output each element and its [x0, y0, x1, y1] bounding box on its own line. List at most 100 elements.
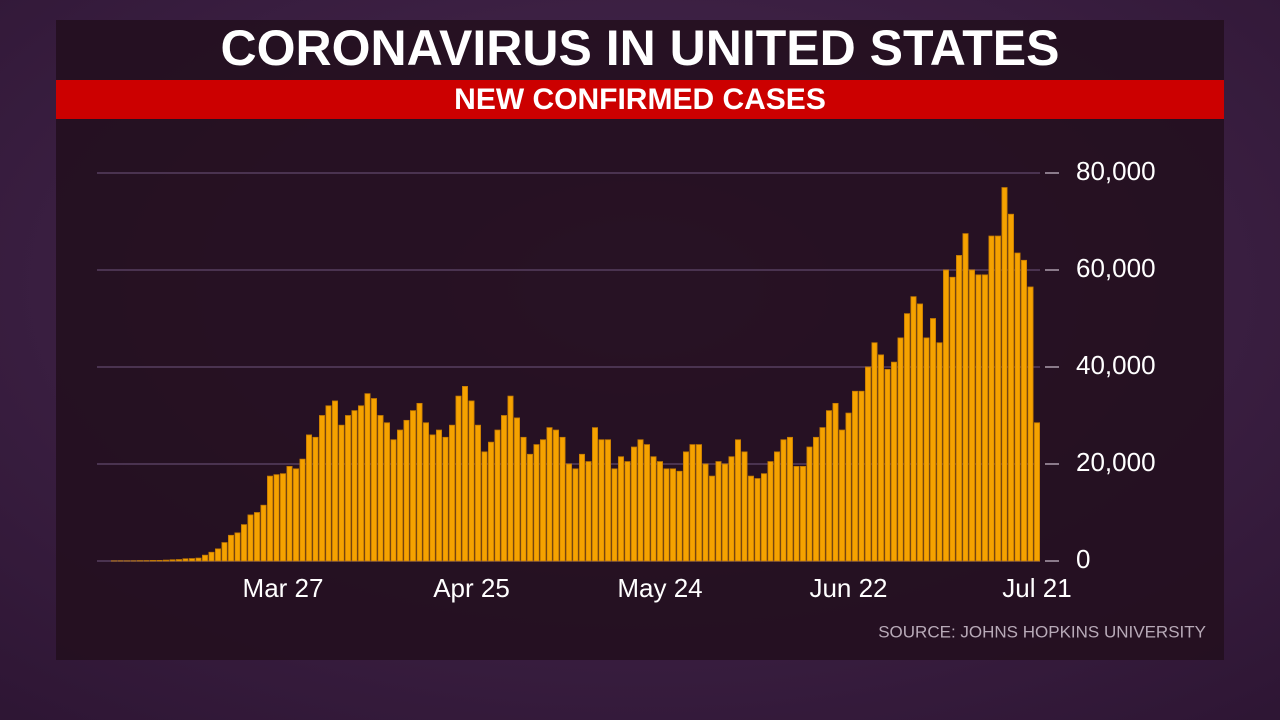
bar — [618, 456, 625, 562]
bar — [910, 296, 917, 562]
bar — [689, 444, 696, 562]
bar — [195, 557, 202, 562]
x-tick-label: Apr 25 — [433, 573, 510, 603]
bar — [455, 395, 462, 562]
bar — [761, 473, 768, 562]
bar — [598, 439, 605, 562]
bar — [975, 274, 982, 562]
bar — [702, 463, 709, 562]
plot: 0 20,000 40,000 60,000 80,000 Mar 27 Apr 25 May… — [97, 156, 1156, 603]
bar — [169, 559, 176, 562]
bar — [709, 475, 716, 562]
bar — [806, 446, 813, 562]
bar — [949, 276, 956, 562]
subtitle-band — [56, 80, 1224, 119]
x-tick-label: Mar 27 — [243, 573, 324, 603]
bar — [988, 235, 995, 562]
bar — [774, 451, 781, 562]
bar — [156, 560, 163, 562]
x-tick-label: Jul 21 — [1002, 573, 1071, 603]
bar — [253, 512, 260, 562]
chart-subtitle: NEW CONFIRMED CASES — [454, 83, 826, 116]
bar — [188, 558, 195, 562]
bar — [800, 466, 807, 562]
bar — [527, 453, 534, 562]
bar — [631, 446, 638, 562]
bar — [214, 548, 221, 562]
bar — [663, 468, 670, 562]
chart-title: CORONAVIRUS IN UNITED STATES — [221, 20, 1060, 76]
bar — [448, 424, 455, 562]
bar — [767, 461, 774, 562]
bar — [676, 470, 683, 562]
bar — [312, 436, 319, 562]
bar — [514, 417, 521, 562]
bar — [461, 385, 468, 562]
bar — [852, 390, 859, 562]
bar — [227, 534, 234, 562]
bar — [234, 532, 241, 562]
bar — [923, 337, 930, 562]
bar — [1001, 187, 1008, 562]
bar — [325, 405, 332, 562]
bar — [722, 463, 729, 562]
bar — [566, 463, 573, 562]
bar — [624, 461, 631, 562]
bar — [292, 468, 299, 562]
bar — [149, 560, 156, 562]
bar — [162, 559, 169, 562]
bar — [572, 468, 579, 562]
bar — [416, 402, 423, 562]
bar — [1027, 286, 1034, 562]
bar — [735, 439, 742, 562]
bar — [377, 415, 384, 562]
bar — [956, 255, 963, 562]
bar — [891, 361, 898, 562]
bar — [305, 434, 312, 562]
bar — [474, 424, 481, 562]
bar — [409, 410, 416, 562]
bar — [344, 415, 351, 562]
bar — [670, 468, 677, 562]
bar — [585, 461, 592, 562]
bar — [982, 274, 989, 562]
y-tick-label: 80,000 — [1076, 156, 1156, 186]
bar — [1008, 213, 1015, 562]
bar — [546, 427, 553, 562]
bar — [364, 393, 371, 562]
bar — [422, 422, 429, 562]
y-tick-label: 0 — [1076, 544, 1090, 574]
bar — [962, 233, 969, 562]
bar — [839, 429, 846, 562]
bar — [357, 405, 364, 562]
bar — [266, 475, 273, 562]
bar — [331, 400, 338, 562]
bar — [819, 427, 826, 562]
bar — [533, 444, 540, 562]
bar — [611, 468, 618, 562]
bar — [969, 269, 976, 562]
bar — [500, 415, 507, 562]
bar — [240, 524, 247, 562]
bar — [605, 439, 612, 562]
bar — [1021, 259, 1028, 562]
bar — [787, 436, 794, 562]
bar — [644, 444, 651, 562]
bar — [748, 475, 755, 562]
bar — [540, 439, 547, 562]
bar — [208, 551, 215, 562]
bar — [715, 461, 722, 562]
bar — [487, 441, 494, 562]
bar — [897, 337, 904, 562]
bar — [741, 451, 748, 562]
bar — [286, 466, 293, 562]
y-tick-label: 40,000 — [1076, 350, 1156, 380]
bar — [793, 466, 800, 562]
bar — [650, 456, 657, 562]
bar — [878, 354, 885, 562]
bar — [468, 400, 475, 562]
bar — [442, 436, 449, 562]
bar — [845, 412, 852, 562]
x-tick-label: Jun 22 — [809, 573, 887, 603]
bar — [435, 429, 442, 562]
